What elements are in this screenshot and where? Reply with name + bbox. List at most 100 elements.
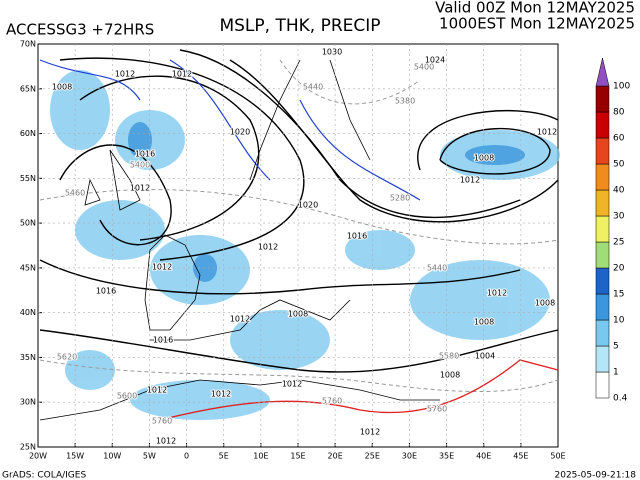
lat-label: 40N [20,308,36,317]
isobar-label: 1012 [115,70,135,79]
isobar-label: 1012 [360,428,380,437]
thickness-label: 5760 [322,397,342,406]
coastlines [39,59,440,421]
lon-label: 30E [402,452,417,461]
map-title: MSLP, THK, PRECIP [219,16,380,36]
lat-label: 70N [20,40,36,49]
colorbar-label: 20 [613,264,625,274]
lat-label: 60N [20,129,36,138]
colorbar-bin [595,163,610,191]
lon-label: 15W [66,452,84,461]
isobar-label: 1008 [535,299,555,308]
lon-label: 45E [513,452,528,461]
lon-label: 20W [29,452,47,461]
colorbar-label: 60 [613,134,625,144]
lon-label: 5W [143,452,156,461]
lat-label: 50N [20,219,36,228]
thickness-label: 5620 [57,353,77,362]
isobar-label: 1008 [288,310,308,319]
timestamp: 2025-05-09-21:18 [555,471,637,480]
isobar-label: 1008 [474,318,494,327]
colorbar-label: 100 [613,82,630,92]
lon-label: 15E [290,452,305,461]
isobar-label: 1016 [135,150,155,159]
isobar-label: 1012 [130,184,150,193]
thickness-label: 5380 [395,97,415,106]
isobar-label: 1024 [425,56,445,65]
isobar-label: 1012 [147,386,167,395]
colorbar-label: 0.4 [613,394,628,404]
colorbar-label: 80 [613,108,625,118]
colorbar-label: 25 [613,238,624,248]
colorbar-bin [595,189,610,217]
thickness-label: 5400 [414,63,434,72]
isobar-label: 1020 [230,128,250,137]
isobar-label: 1012 [487,289,507,298]
colorbar-over [595,57,610,87]
thickness-label: 5760 [427,405,447,414]
colorbar-bin [595,85,610,113]
lon-label: 5E [219,452,229,461]
thickness-label: 5440 [427,264,447,273]
lon-label: 50E [550,452,565,461]
isobar-label: 1012 [172,70,192,79]
isobar-label: 1012 [211,390,231,399]
lon-label: 0 [184,452,189,461]
lat-label: 25N [20,443,36,452]
lon-label: 20E [328,452,343,461]
local-time: 1000EST Mon 12MAY2025 [439,15,635,33]
isobar-label: 1016 [96,287,116,296]
colorbar-label: 50 [613,160,625,170]
thickness-label: 5580 [439,352,459,361]
lat-label: 35N [20,353,36,362]
isobar-label: 1008 [52,83,72,92]
lon-label: 40E [476,452,491,461]
lon-label: 10E [253,452,268,461]
colorbar-bin [595,241,610,269]
colorbar-label: 5 [613,342,619,352]
lat-label: 65N [20,84,36,93]
colorbar-bin [595,371,610,399]
thickness-label: 5400 [130,161,150,170]
lon-label: 25E [365,452,380,461]
isobar-label: 1016 [347,232,367,241]
colorbar-label: 1 [613,368,619,378]
valid-time: Valid 00Z Mon 12MAY2025 [435,0,635,17]
isobar-label: 1012 [282,380,302,389]
thickness-label: 5600 [117,392,137,401]
lon-label: 10W [103,452,121,461]
isobar-label: 1030 [322,48,342,57]
colorbar-bin [595,293,610,321]
thickness-lines [39,59,559,393]
lat-label: 30N [20,398,36,407]
isobars [39,49,559,373]
thickness-label: 5460 [65,189,85,198]
isobar-label: 1016 [153,336,173,345]
isobar-label: 1020 [298,201,318,210]
thickness-5400 [39,59,421,201]
lat-label: 45N [20,263,36,272]
thickness-label: 5280 [390,194,410,203]
colorbar-label: 40 [613,186,625,196]
isobar-label: 1012 [156,437,176,446]
isobar-label: 1008 [440,371,460,380]
colorbar-label: 15 [613,290,624,300]
isobar-label: 1004 [475,352,495,361]
lon-label: 35E [439,452,454,461]
credit: GrADS: COLA/IGES [2,471,86,480]
isobar-label: 1012 [460,176,480,185]
thickness-5760 [159,359,559,421]
colorbar-bin [595,319,610,347]
colorbar-label: 10 [613,316,625,326]
thickness-label: 5440 [303,83,323,92]
colorbar-bin [595,267,610,295]
isobar-label: 1012 [152,263,172,272]
thickness-label: 5760 [152,417,172,426]
colorbar-bin [595,345,610,373]
isobar-label: 1012 [230,315,250,324]
lat-label: 55N [20,174,36,183]
isobar-label: 1012 [258,243,278,252]
model-label: ACCESSG3 +72HRS [6,21,154,39]
colorbar-bin [595,111,610,139]
